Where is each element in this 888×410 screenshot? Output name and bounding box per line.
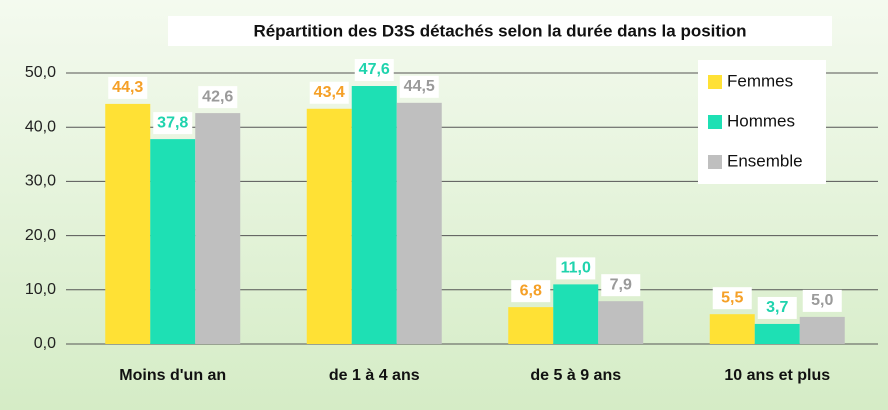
x-tick-label: de 1 à 4 ans: [329, 367, 420, 384]
legend-label: Ensemble: [727, 151, 803, 170]
value-label: 42,6: [202, 88, 233, 105]
value-label-box: [108, 76, 148, 99]
x-tick-label: Moins d'un an: [119, 367, 226, 384]
y-tick-label: 30,0: [25, 173, 56, 190]
value-label-box: [556, 257, 596, 280]
value-label-box: [153, 112, 193, 135]
bar: [598, 301, 644, 344]
value-label: 37,8: [157, 114, 188, 131]
y-tick-label: 10,0: [25, 281, 56, 298]
value-label-box: [399, 75, 439, 98]
y-tick-label: 20,0: [25, 227, 56, 244]
x-tick-label: de 5 à 9 ans: [530, 367, 621, 384]
value-label: 47,6: [359, 61, 390, 78]
value-label: 5,0: [811, 292, 833, 309]
value-label: 6,8: [520, 282, 542, 299]
bar: [105, 103, 151, 344]
value-label-box: [354, 59, 394, 82]
value-label: 43,4: [314, 84, 345, 101]
value-label-box: [309, 81, 349, 104]
legend-swatch: [708, 75, 722, 89]
chart-title: Répartition des D3S détachés selon la du…: [253, 21, 746, 40]
bar: [553, 284, 599, 344]
legend-swatch: [708, 155, 722, 169]
title-box: [168, 16, 832, 46]
value-label-box: [601, 274, 641, 297]
bar: [709, 314, 755, 344]
bar: [508, 307, 554, 344]
y-tick-label: 50,0: [25, 64, 56, 81]
value-label-box: [511, 280, 551, 303]
value-label: 5,5: [721, 289, 743, 306]
bar: [306, 108, 352, 344]
bar: [150, 139, 196, 344]
x-tick-label: 10 ans et plus: [724, 367, 830, 384]
value-label: 44,3: [112, 79, 143, 96]
value-label-box: [198, 86, 238, 109]
legend-label: Hommes: [727, 111, 795, 130]
y-tick-label: 0,0: [34, 335, 56, 352]
bar: [754, 323, 800, 344]
bar: [799, 316, 845, 344]
legend-label: Femmes: [727, 71, 793, 90]
value-label: 3,7: [766, 299, 788, 316]
bar: [195, 113, 241, 344]
value-label-box: [757, 296, 797, 319]
value-label: 11,0: [561, 260, 591, 277]
value-label: 44,5: [404, 78, 435, 95]
bar: [351, 86, 397, 345]
y-tick-label: 40,0: [25, 118, 56, 135]
value-label-box: [802, 289, 842, 312]
bar: [396, 102, 442, 344]
value-label-box: [712, 287, 752, 310]
value-label: 7,9: [610, 276, 632, 293]
legend-swatch: [708, 115, 722, 129]
